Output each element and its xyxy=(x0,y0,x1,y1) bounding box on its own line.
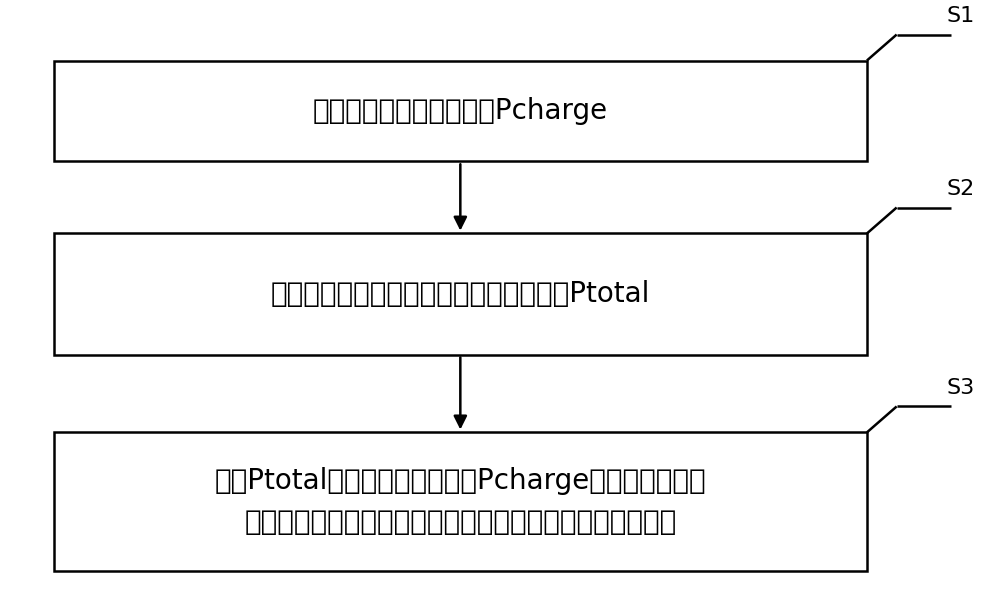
FancyBboxPatch shape xyxy=(54,233,867,355)
Text: 获取汽车的最大充电需求Pcharge: 获取汽车的最大充电需求Pcharge xyxy=(313,97,608,125)
Text: 计算充电堆中空闲充电模块的总输出功率Ptotal: 计算充电堆中空闲充电模块的总输出功率Ptotal xyxy=(271,280,650,308)
Text: 判断Ptotal的值是否大于或等于Pcharge，若是，采用自
适应充电优化算法控制每个空闲充电模块输出的功率的大小: 判断Ptotal的值是否大于或等于Pcharge，若是，采用自 适应充电优化算法… xyxy=(215,467,706,536)
FancyBboxPatch shape xyxy=(54,432,867,570)
Text: S2: S2 xyxy=(946,179,975,199)
Text: S3: S3 xyxy=(946,378,975,398)
FancyBboxPatch shape xyxy=(54,60,867,161)
Text: S1: S1 xyxy=(946,6,975,26)
